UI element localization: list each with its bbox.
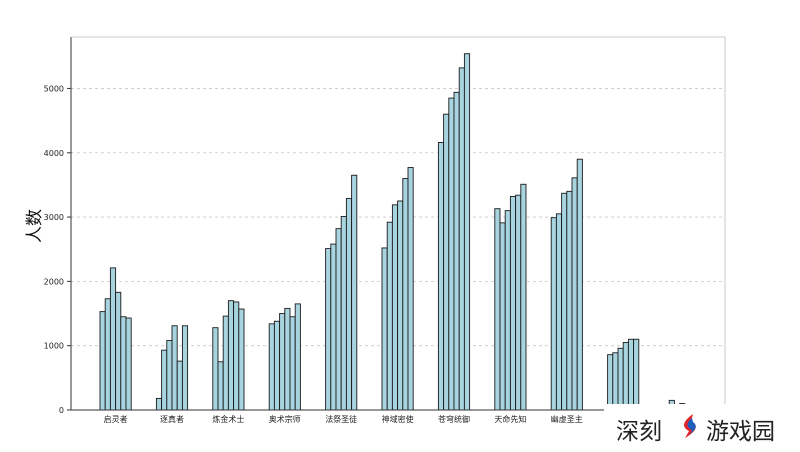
bar-2-3 [227,300,235,411]
bar-4-1 [330,243,337,411]
bar-3-1 [273,320,281,411]
bar-9-5 [633,338,640,411]
bar-7-1 [499,222,506,411]
watermark-background [604,404,800,452]
bar-1-0 [155,397,163,411]
bar-0-5 [125,317,132,411]
bar-4-3 [340,215,347,411]
bar-1-1 [161,349,168,411]
bar-6-0 [437,142,445,411]
bar-9-3 [622,342,629,411]
bar-6-4 [458,67,465,411]
bar-7-3 [509,196,517,411]
y-tick-labels: 0 1000 2000 3000 4000 5000 [44,84,64,415]
bar-8-3 [566,190,573,411]
bar-8-5 [576,158,583,411]
y-tick-label-3000: 3000 [44,213,64,222]
bar-2-4 [233,301,240,411]
x-tick-label-7: 天命先知 [494,414,526,424]
bar-4-4 [345,197,353,411]
bar-2-2 [222,315,229,411]
y-tick-label-1000: 1000 [44,342,64,351]
bar-3-3 [284,307,291,411]
x-tick-label-5: 神域密使 [382,414,414,424]
x-tick-label-2: 炼金术士 [212,414,244,424]
bar-6-3 [453,91,460,411]
bar-8-1 [555,213,563,411]
x-tick-label-8: 幽虚圣主 [551,414,583,424]
bar-8-4 [571,177,578,411]
x-tick-label-0: 启灵者 [104,414,128,424]
watermark-text-left: 深刻 [616,419,662,445]
bar-3-0 [268,323,275,411]
watermark-logo-icon [684,414,696,438]
bar-0-3 [115,291,122,411]
bar-5-5 [407,167,414,411]
bar-4-0 [325,248,332,411]
bar-5-4 [402,178,409,411]
watermark-text-right: 游戏园 [706,419,775,445]
x-tick-label-1: 逐真者 [160,414,184,424]
bar-1-4 [176,360,183,411]
bar-marks [99,53,686,411]
bar-5-0 [381,247,388,411]
bar-1-2 [166,340,173,411]
bar-7-5 [520,183,527,411]
y-tick-label-4000: 4000 [44,149,64,158]
bar-3-4 [289,316,296,411]
bar-9-2 [617,347,624,411]
bar-3-5 [294,303,301,411]
bar-8-0 [550,217,557,411]
bar-7-0 [494,208,501,411]
bar-0-4 [120,316,127,411]
bar-5-1 [386,221,393,411]
bar-3-2 [279,313,286,411]
y-tick-label-2000: 2000 [44,277,64,286]
y-tick-label-5000: 5000 [44,84,64,93]
bar-8-2 [561,192,568,411]
bar-7-4 [515,194,522,411]
x-tick-label-4: 法祭圣徒 [325,414,357,424]
y-tick-label-0: 0 [59,406,64,415]
x-tick-labels: 启灵者 逐真者 炼金术士 奥术宗师 法祭圣徒 神域密使 苍穹统御 天命先知 幽虚圣主 [104,414,583,424]
bar-9-4 [627,338,635,411]
bar-2-5 [238,308,245,411]
bar-9-1 [612,352,619,411]
bar-4-2 [335,228,342,411]
bar-0-0 [99,311,106,411]
bar-1-5 [181,325,189,411]
bar-0-1 [104,298,111,411]
bar-5-2 [391,204,399,411]
bar-6-2 [448,97,455,411]
bar-9-0 [607,354,614,411]
bar-5-3 [397,200,404,411]
bar-1-3 [171,325,178,411]
bar-2-0 [212,327,219,411]
y-axis-label: 人数 [25,209,45,243]
bar-0-2 [109,267,117,411]
bar-6-1 [443,113,450,411]
bar-6-5 [463,53,471,411]
bar-7-2 [504,210,511,411]
bar-4-5 [351,174,358,411]
bar-2-1 [217,361,224,411]
x-tick-label-6: 苍穹统御 [438,414,470,424]
x-tick-label-3: 奥术宗师 [269,414,301,424]
